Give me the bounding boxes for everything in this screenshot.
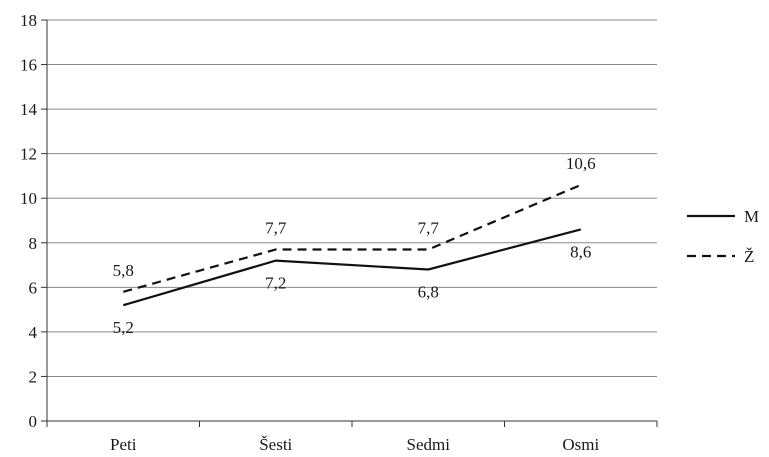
y-tick-label: 4 <box>29 323 38 342</box>
x-axis: Peti Šesti Sedmi Osmi <box>46 20 658 454</box>
data-label: 5,2 <box>113 318 134 337</box>
gridlines <box>47 19 657 377</box>
data-labels: 5,2 7,2 6,8 8,6 5,8 7,7 7,7 10,6 <box>113 154 596 337</box>
series-lines <box>122 183 582 307</box>
legend-label: Ž <box>744 247 754 266</box>
x-tick-label: Šesti <box>259 435 292 454</box>
data-label: 7,7 <box>418 218 440 237</box>
x-tick-label: Peti <box>110 435 137 454</box>
data-label: 8,6 <box>570 242 591 261</box>
y-tick-label: 2 <box>29 367 38 386</box>
y-tick-label: 14 <box>20 100 38 119</box>
y-tick-label: 6 <box>29 278 38 297</box>
series-line-z <box>123 183 582 293</box>
x-tick-label: Sedmi <box>407 435 451 454</box>
data-label: 6,8 <box>418 283 439 302</box>
y-tick-label: 18 <box>20 11 37 30</box>
y-tick-label: 16 <box>20 56 37 75</box>
x-tick-label: Osmi <box>562 435 599 454</box>
y-tick-label: 0 <box>29 412 38 431</box>
y-tick-label: 10 <box>20 189 37 208</box>
y-axis-ticks: 0 2 4 6 8 10 12 14 16 18 <box>20 11 47 431</box>
legend: MŽ <box>687 207 759 266</box>
y-tick-label: 12 <box>20 145 37 164</box>
data-label: 5,8 <box>113 261 134 280</box>
series-line-m <box>122 228 582 307</box>
y-tick-label: 8 <box>29 234 38 253</box>
data-label: 10,6 <box>566 154 596 173</box>
data-label: 7,2 <box>265 274 286 293</box>
legend-label: M <box>744 207 759 226</box>
data-label: 7,7 <box>265 218 287 237</box>
